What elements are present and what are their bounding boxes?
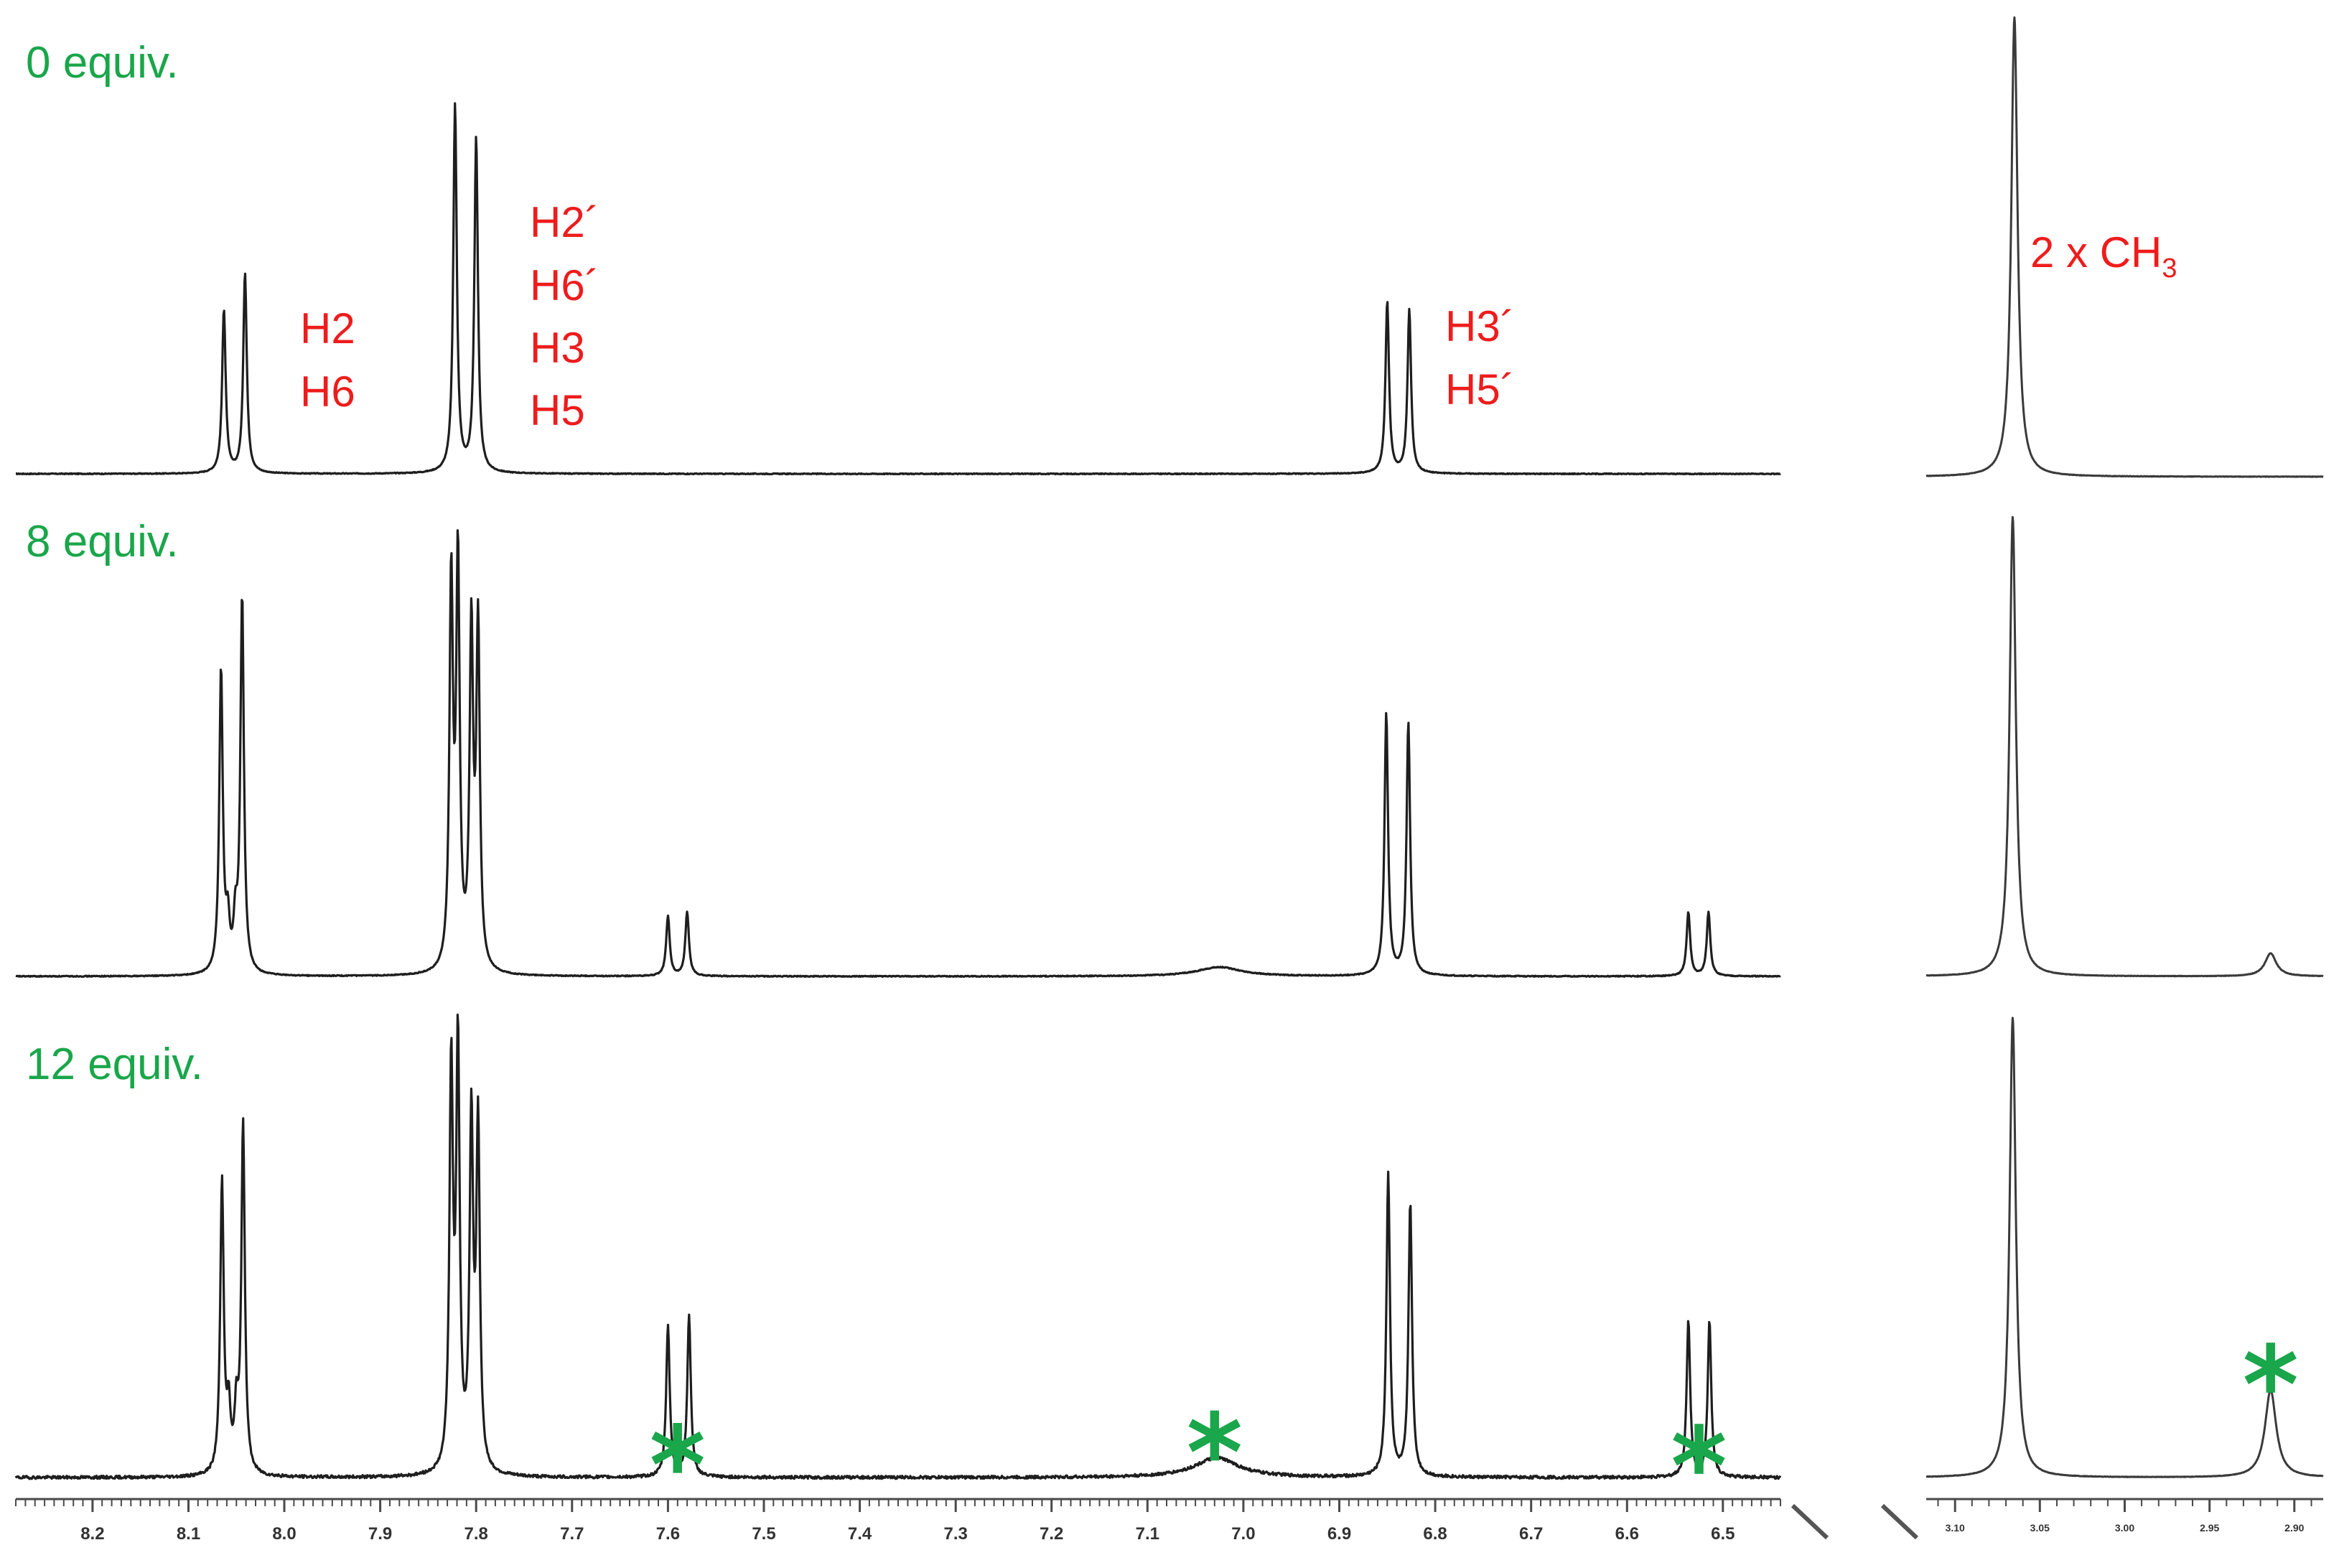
new-signal-marker-4: * <box>2242 1323 2298 1448</box>
x-axis-right-tick-label-3: 2.95 <box>2200 1522 2219 1534</box>
x-axis-left-tick-label-5: 7.7 <box>560 1524 584 1544</box>
x-axis-left-tick-label-3: 7.9 <box>368 1524 392 1544</box>
x-axis-left-tick-label-13: 6.9 <box>1327 1524 1351 1544</box>
x-axis-left-tick-label-7: 7.5 <box>752 1524 775 1544</box>
x-axis-left-tick-label-11: 7.1 <box>1136 1524 1159 1544</box>
x-axis-left-tick-label-2: 8.0 <box>272 1524 296 1544</box>
spectrum-trace-8-equiv-methyl <box>1925 515 2324 978</box>
assignment-label-h3-prime: H3´ <box>1445 302 1515 350</box>
x-axis-right-tick-label-0: 3.10 <box>1946 1522 1965 1534</box>
x-axis-right-tick-label-2: 3.00 <box>2115 1522 2134 1534</box>
spectrum-trace-0-equiv-aromatic <box>15 102 1781 476</box>
series-label-0-equiv: 0 equiv. <box>26 38 179 88</box>
assignment-h2p-h6p-h3-h5: H2´ H6´ H3 H5 <box>530 198 599 434</box>
axis-break-mark-right <box>1880 1503 1919 1540</box>
assignment-label-ch3: 2 x CH3 <box>2030 228 2177 284</box>
x-axis-left-tick-label-6: 7.6 <box>656 1524 680 1544</box>
x-axis-right-tick-label-1: 3.05 <box>2030 1522 2050 1534</box>
series-label-8-equiv: 8 equiv. <box>26 517 179 566</box>
x-axis-left-tick-label-4: 7.8 <box>464 1524 488 1544</box>
x-axis-left-tick-label-12: 7.0 <box>1231 1524 1255 1544</box>
x-axis-left-tick-label-17: 6.5 <box>1711 1524 1735 1544</box>
x-axis-left-tick-label-9: 7.3 <box>944 1524 968 1544</box>
x-axis-left-tick-label-8: 7.4 <box>848 1524 872 1544</box>
spectrum-trace-12-equiv-methyl <box>1925 1017 2324 1478</box>
assignment-label-h2-prime: H2´ <box>530 198 599 246</box>
assignment-label-h6-prime: H6´ <box>530 261 599 309</box>
assignment-label-h6: H6 <box>300 368 355 416</box>
assignment-h3p-h5p: H3´ H5´ <box>1445 302 1515 414</box>
x-axis-right: 3.10 3.05 3.00 2.95 2.90 <box>1926 1498 2323 1534</box>
x-axis-right-tick-label-4: 2.90 <box>2284 1522 2304 1534</box>
assignment-ch3-subscript: 3 <box>2162 253 2177 284</box>
x-axis-left-tick-label-15: 6.7 <box>1519 1524 1543 1544</box>
spectrum-trace-12-equiv-aromatic <box>14 1013 1782 1480</box>
spectrum-trace-8-equiv-aromatic <box>15 529 1781 978</box>
assignment-label-h5: H5 <box>530 386 585 434</box>
x-axis-left-tick-label-0: 8.2 <box>80 1524 104 1544</box>
assignment-label-h2: H2 <box>300 304 355 353</box>
x-axis-left-tick-label-14: 6.8 <box>1423 1524 1447 1544</box>
x-axis-left: 8.2 8.1 8.0 7.9 7.8 7.7 7.6 7.5 7.4 7.3 7.2 7.1 7.0 6… <box>15 1498 1781 1544</box>
new-signal-markers: * * * * <box>649 1323 2298 1529</box>
assignment-ch3-text: 2 x CH <box>2030 228 2162 276</box>
assignment-h2-h6: H2 H6 <box>300 304 355 416</box>
new-signal-marker-2: * <box>1187 1391 1243 1516</box>
x-axis-left-tick-label-16: 6.6 <box>1615 1524 1639 1544</box>
series-label-12-equiv: 12 equiv. <box>26 1040 203 1089</box>
x-axis-left-tick-label-10: 7.2 <box>1040 1524 1063 1544</box>
new-signal-marker-1: * <box>649 1404 705 1529</box>
x-axis-left-tick-label-1: 8.1 <box>177 1524 200 1544</box>
spectrum-traces <box>14 16 2324 1480</box>
assignment-label-h5-prime: H5´ <box>1445 365 1515 414</box>
spectrum-trace-0-equiv-methyl <box>1925 16 2324 478</box>
axis-break-mark-left <box>1791 1503 1829 1540</box>
new-signal-marker-3: * <box>1671 1405 1727 1530</box>
assignment-label-h3: H3 <box>530 324 585 372</box>
